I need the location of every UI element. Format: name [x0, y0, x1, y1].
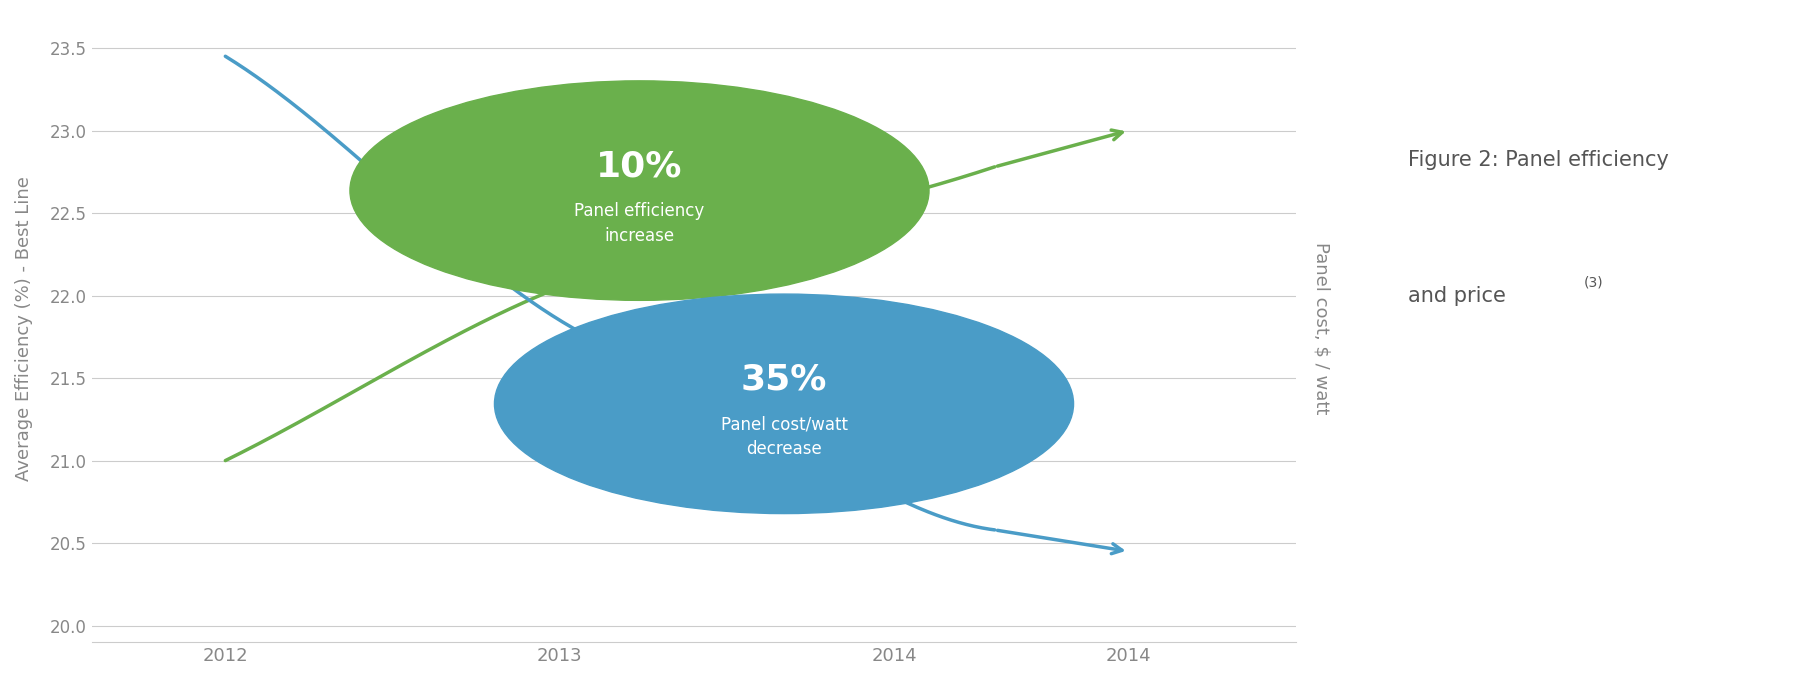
Y-axis label: Panel cost, $ / watt: Panel cost, $ / watt	[1313, 242, 1331, 415]
Text: Figure 2: Panel efficiency: Figure 2: Panel efficiency	[1408, 150, 1668, 169]
Text: Panel cost/watt
decrease: Panel cost/watt decrease	[721, 415, 847, 458]
Text: (3): (3)	[1584, 275, 1604, 290]
Text: and price: and price	[1408, 286, 1512, 305]
Text: 10%: 10%	[596, 150, 684, 184]
Text: 35%: 35%	[741, 362, 827, 396]
Text: Panel efficiency
increase: Panel efficiency increase	[574, 202, 705, 245]
Y-axis label: Average Efficiency (%) - Best Line: Average Efficiency (%) - Best Line	[14, 176, 32, 481]
